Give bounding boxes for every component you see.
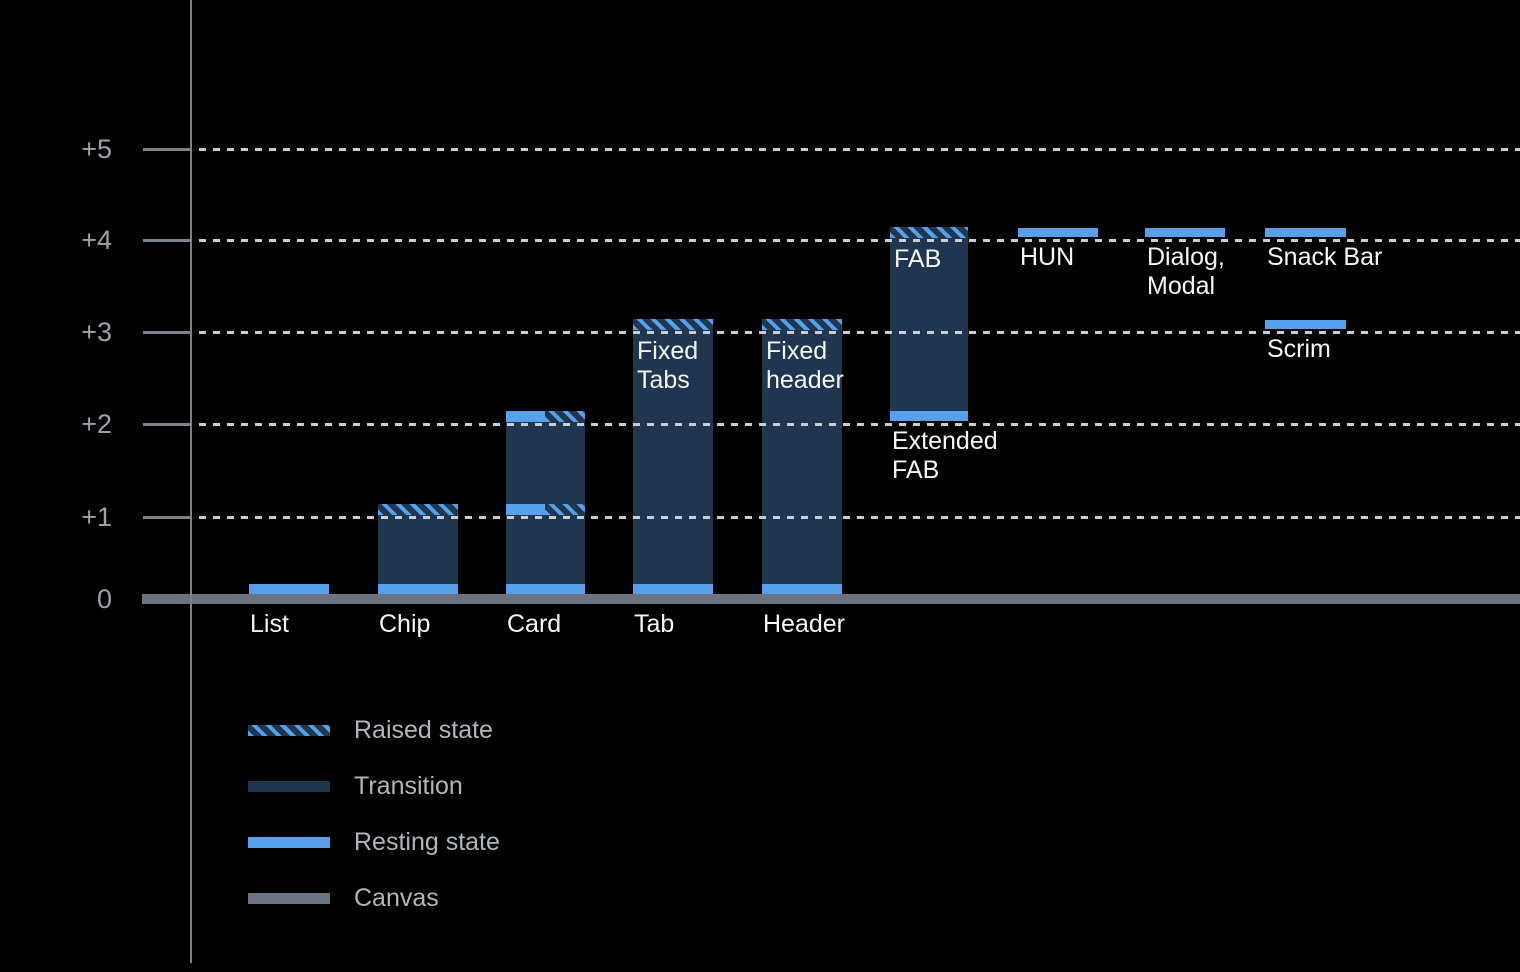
- gridline-1: [199, 516, 1520, 519]
- bar-label-card: Card: [507, 610, 562, 638]
- bar-header-segment-raised: [762, 319, 842, 331]
- bar-card-segment-transition: [506, 422, 585, 504]
- y-tick-3: [143, 331, 191, 334]
- legend-item-resting-state: Resting state: [248, 826, 500, 858]
- bar-inner-label-extended-fab: FAB: [894, 245, 942, 274]
- bar-tab-segment-resting: [633, 583, 713, 594]
- bar-label-header: Header: [763, 610, 845, 638]
- split-raised-half: [544, 503, 585, 516]
- split-raised-half: [544, 411, 585, 423]
- bar-label-tab: Tab: [634, 610, 675, 638]
- bar-card-segment-split: [506, 503, 585, 516]
- canvas-swatch-icon: [248, 892, 330, 904]
- bar-label-scrim: Scrim: [1267, 335, 1331, 364]
- gridline-4: [199, 239, 1520, 242]
- legend-label: Transition: [354, 771, 463, 800]
- y-tick-4: [143, 239, 191, 242]
- split-resting-half: [506, 411, 545, 423]
- y-tick-label-1: +1: [81, 502, 112, 532]
- bar-hun-segment-resting: [1018, 228, 1098, 238]
- y-tick-label-5: +5: [81, 134, 112, 164]
- bar-label-snack-bar: Snack Bar: [1267, 243, 1383, 272]
- legend-label: Resting state: [354, 827, 500, 856]
- bar-chip-segment-transition: [378, 515, 458, 584]
- bar-scrim-segment-resting: [1265, 320, 1346, 330]
- y-tick-2: [143, 423, 191, 426]
- legend-label: Canvas: [354, 883, 439, 912]
- bar-tab-segment-transition: [633, 330, 713, 584]
- bar-card-segment-split: [506, 411, 585, 423]
- bar-chip-segment-resting: [378, 583, 458, 594]
- y-tick-label-4: +4: [81, 225, 112, 255]
- bar-tab-segment-raised: [633, 319, 713, 331]
- bar-inner-label-tab: Fixed Tabs: [637, 337, 699, 395]
- gridline-2: [199, 423, 1520, 426]
- bar-dialog-modal-segment-resting: [1145, 228, 1225, 238]
- bar-card-segment-resting: [506, 583, 585, 594]
- bar-snack-bar-segment-resting: [1265, 228, 1346, 238]
- legend-label: Raised state: [354, 715, 493, 744]
- split-resting-half: [506, 503, 545, 516]
- bar-extended-fab-segment-resting: [890, 411, 968, 422]
- bar-card-segment-transition: [506, 515, 585, 584]
- bar-extended-fab-segment-raised: [890, 227, 968, 239]
- bar-label-chip: Chip: [379, 610, 431, 638]
- transition-swatch-icon: [248, 780, 330, 792]
- bar-header-segment-transition: [762, 330, 842, 584]
- bar-label-extended-fab: Extended FAB: [892, 427, 998, 485]
- bar-label-dialog-modal: Dialog, Modal: [1147, 243, 1225, 301]
- y-tick-label-2: +2: [81, 409, 112, 439]
- bar-extended-fab-segment-transition: [890, 238, 968, 412]
- y-tick-label-0: 0: [96, 584, 112, 614]
- canvas-baseline: [142, 594, 1520, 604]
- bar-chip-segment-raised: [378, 503, 458, 516]
- bar-header-segment-resting: [762, 583, 842, 594]
- bar-label-list: List: [250, 610, 289, 638]
- bar-label-hun: HUN: [1020, 243, 1075, 272]
- y-axis-line: [190, 0, 192, 963]
- y-tick-5: [143, 148, 191, 151]
- legend-item-canvas: Canvas: [248, 882, 500, 914]
- raised-state-swatch-icon: [248, 724, 330, 736]
- y-tick-1: [143, 516, 191, 519]
- legend-item-transition: Transition: [248, 770, 500, 802]
- bar-list-segment-resting: [249, 583, 329, 594]
- legend: Raised state Transition Resting state Ca…: [248, 714, 500, 938]
- y-tick-label-3: +3: [81, 317, 112, 347]
- resting-state-swatch-icon: [248, 836, 330, 848]
- gridline-5: [199, 148, 1520, 151]
- gridline-3: [199, 331, 1520, 334]
- bar-inner-label-header: Fixed header: [766, 337, 844, 395]
- legend-item-raised-state: Raised state: [248, 714, 500, 746]
